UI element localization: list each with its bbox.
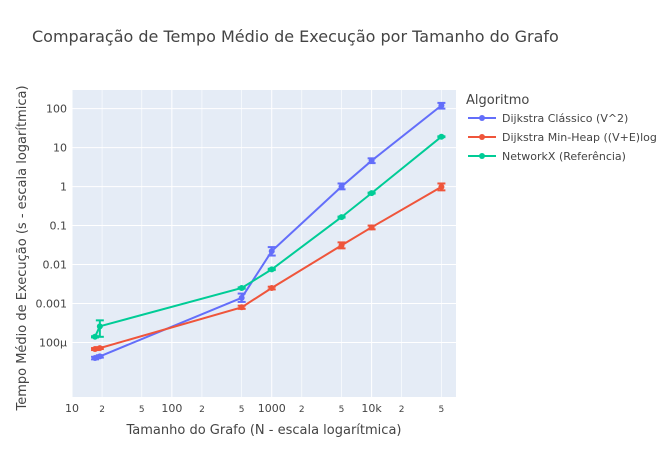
y-tick-label: 10 <box>53 142 67 155</box>
x-tick-label: 2 <box>99 405 105 415</box>
x-tick-label: 5 <box>439 405 445 415</box>
legend-marker-swatch <box>479 134 485 140</box>
data-point <box>368 157 375 164</box>
legend[interactable]: Algoritmo Dijkstra Clássico (V^2)Dijkstr… <box>466 93 657 163</box>
data-point <box>438 183 445 190</box>
data-point <box>338 214 345 221</box>
x-tick-label: 5 <box>239 405 245 415</box>
legend-marker-swatch <box>479 153 485 159</box>
x-tick-label: 2 <box>299 405 305 415</box>
legend-item[interactable]: Dijkstra Min-Heap ((V+E)logV) <box>468 131 657 144</box>
x-tick-label: 1000 <box>258 402 286 415</box>
x-tick-label: 10 <box>65 402 79 415</box>
x-tick-label: 2 <box>199 405 205 415</box>
data-point <box>238 285 245 292</box>
x-tick-label: 5 <box>139 405 145 415</box>
data-point <box>96 323 103 330</box>
data-point <box>368 190 375 197</box>
data-point <box>268 248 275 255</box>
data-point <box>96 345 103 352</box>
x-tick-label: 5 <box>339 405 345 415</box>
data-point <box>96 353 103 360</box>
x-axis-title: Tamanho do Grafo (N - escala logarítmica… <box>126 423 402 438</box>
data-point <box>92 355 99 362</box>
x-axis-ticks: 10 2 5 100 2 5 1000 2 5 10k 2 5 <box>65 402 444 415</box>
data-point <box>268 285 275 292</box>
series-layer <box>91 101 446 362</box>
legend-item[interactable]: Dijkstra Clássico (V^2) <box>468 112 628 125</box>
x-tick-label: 2 <box>399 405 405 415</box>
y-tick-label: 1 <box>60 181 67 194</box>
data-point <box>238 304 245 311</box>
data-point <box>268 266 275 273</box>
data-point <box>238 294 245 301</box>
legend-label: Dijkstra Min-Heap ((V+E)logV) <box>502 131 657 144</box>
legend-marker-swatch <box>479 115 485 121</box>
y-axis-ticks: 100μ 0.001 0.01 0.1 1 10 100 <box>36 103 68 350</box>
data-point <box>92 333 99 340</box>
data-point <box>438 102 445 109</box>
plot-area <box>72 90 456 397</box>
legend-title: Algoritmo <box>466 93 529 108</box>
data-point <box>338 183 345 190</box>
data-point <box>438 133 445 140</box>
y-tick-label: 0.1 <box>50 220 68 233</box>
series-group <box>91 182 446 353</box>
y-tick-label: 0.001 <box>36 298 68 311</box>
x-tick-label: 100 <box>161 402 182 415</box>
data-point <box>368 224 375 231</box>
y-tick-label: 0.01 <box>43 259 68 272</box>
series-group <box>91 101 446 362</box>
legend-items[interactable]: Dijkstra Clássico (V^2) Dijkstra Min-Heap… <box>468 112 657 163</box>
series-group <box>91 133 446 340</box>
chart-title: Comparação de Tempo Médio de Execução po… <box>32 27 559 46</box>
y-tick-label: 100 <box>46 103 67 116</box>
y-tick-label: 100μ <box>39 337 67 350</box>
legend-item[interactable]: NetworkX (Referência) <box>468 150 626 163</box>
legend-label: Dijkstra Clássico (V^2) <box>502 112 628 125</box>
legend-label: NetworkX (Referência) <box>502 150 626 163</box>
data-point <box>338 242 345 249</box>
x-tick-label: 10k <box>361 402 382 415</box>
y-axis-title: Tempo Médio de Execução (s - escala loga… <box>15 85 30 411</box>
grid-lines <box>71 90 456 397</box>
